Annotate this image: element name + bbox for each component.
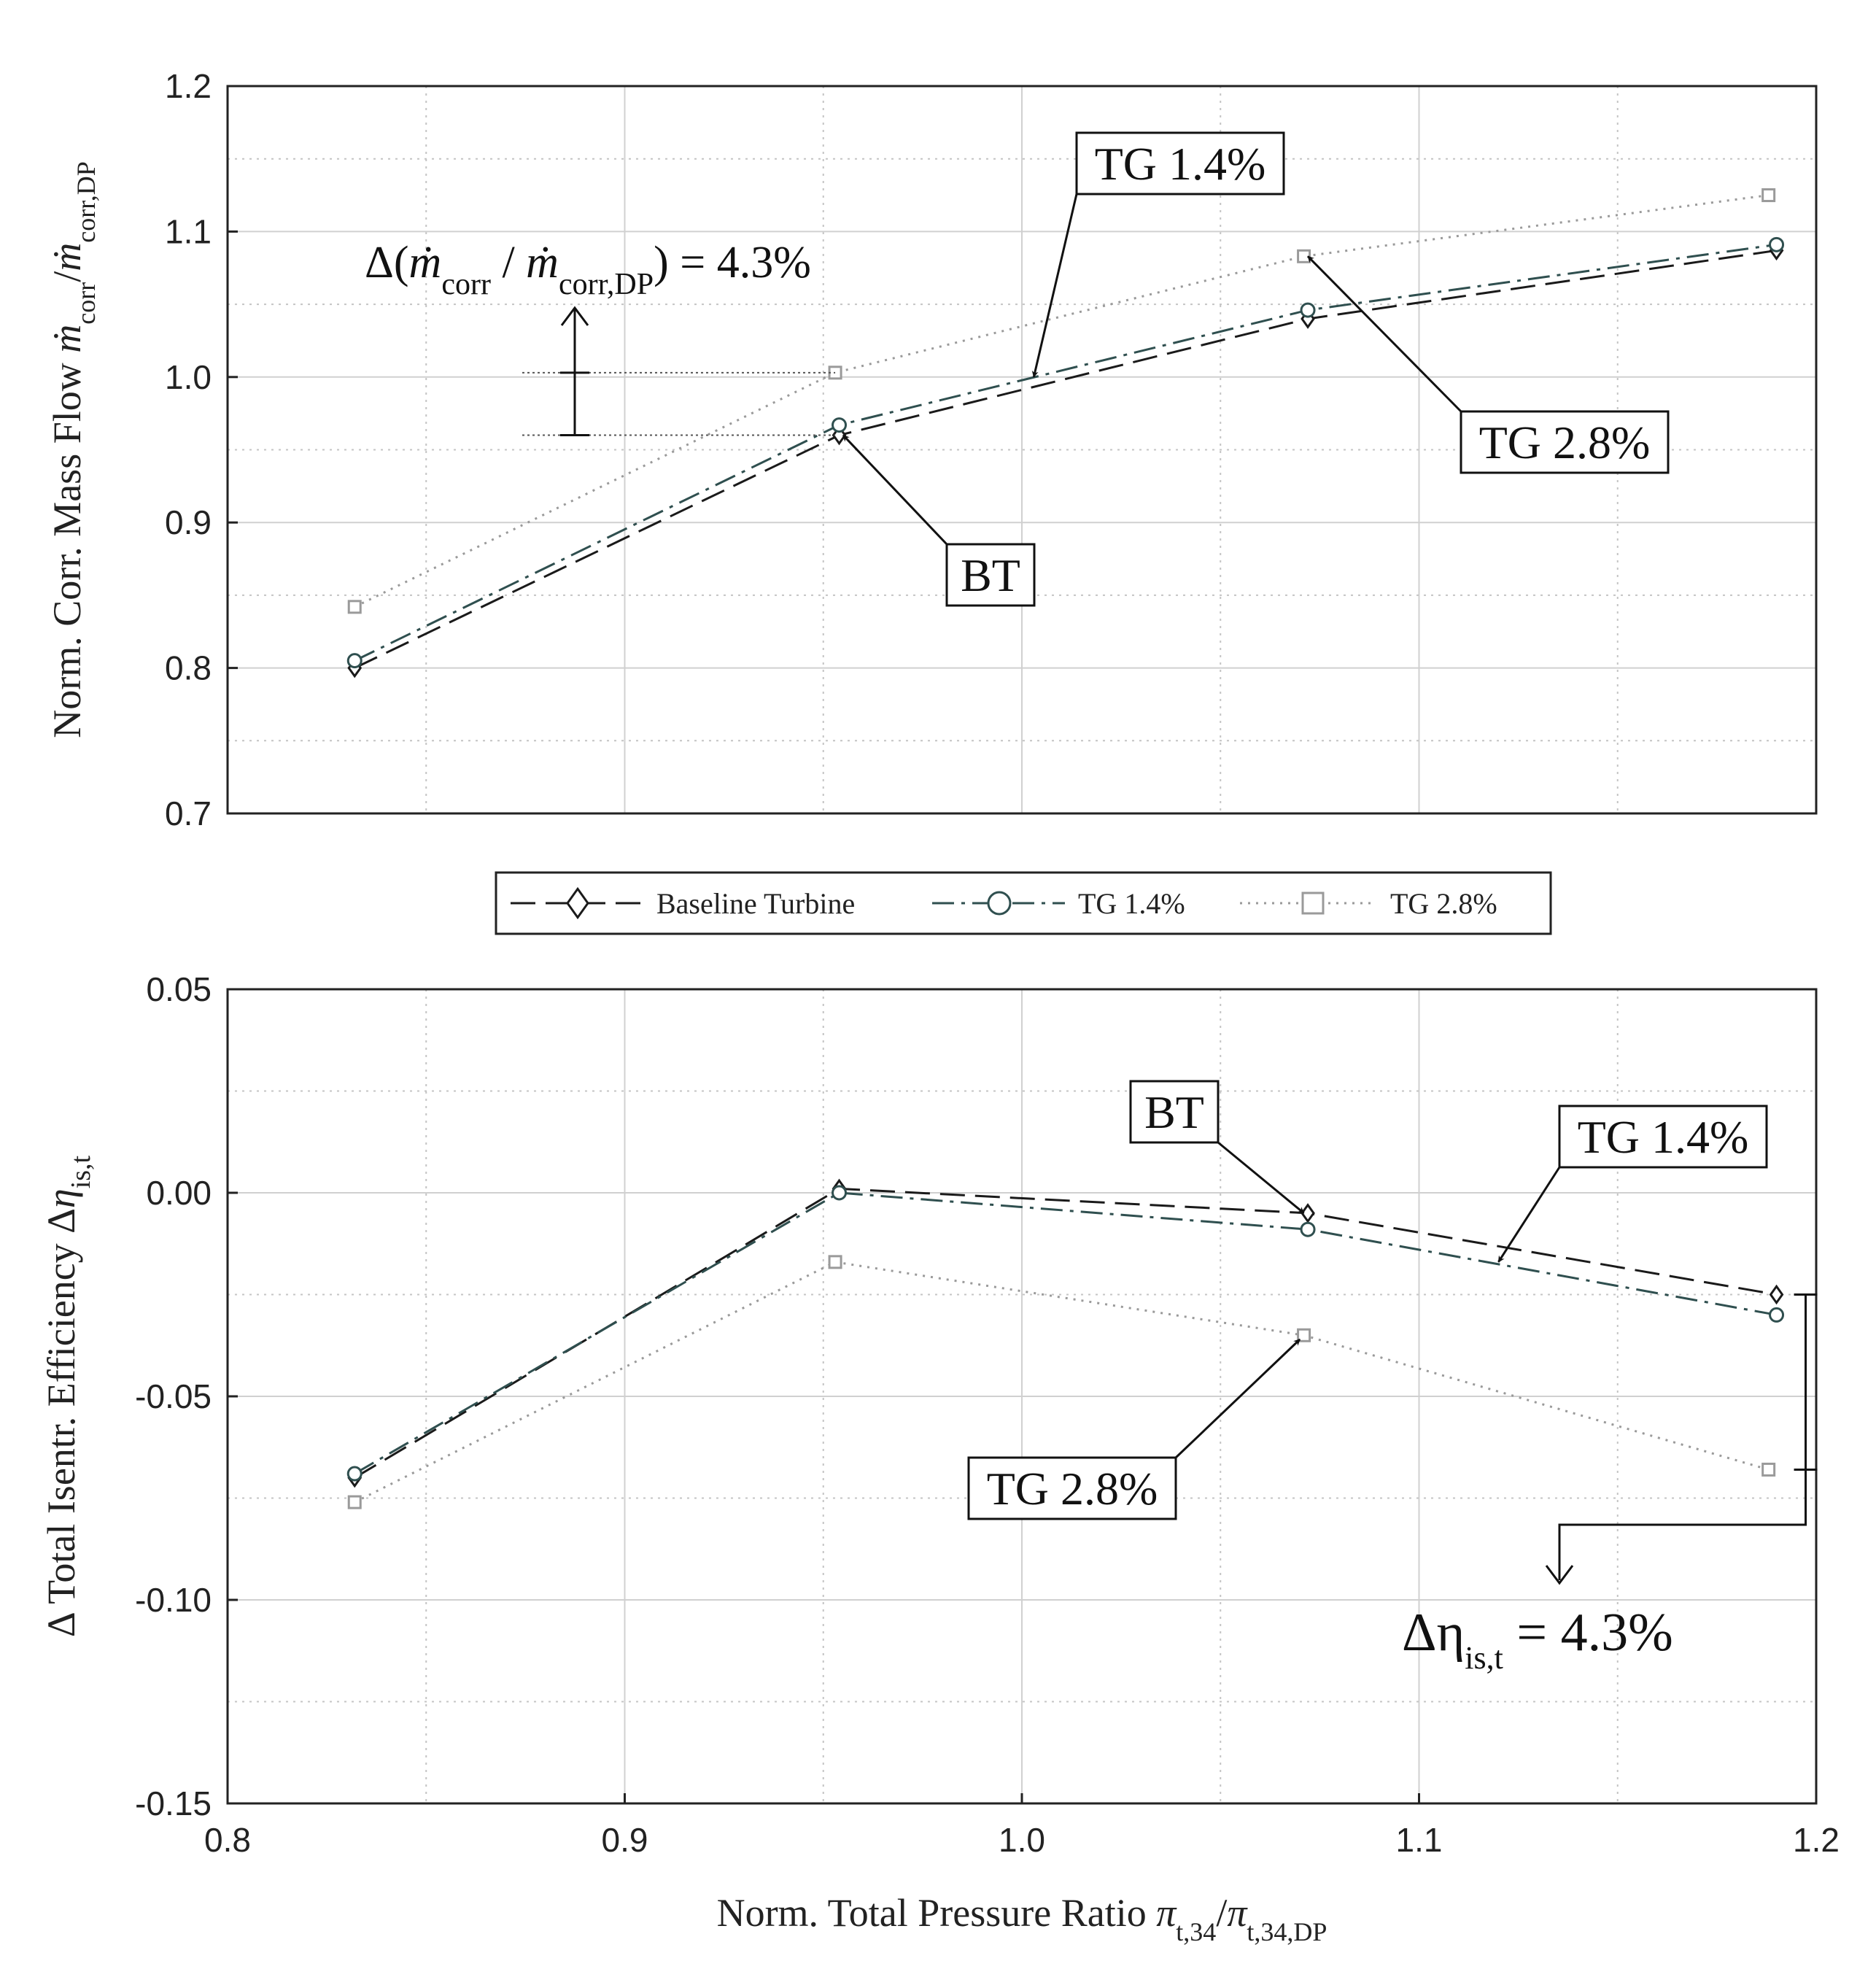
callout-tg14-top: TG 1.4% (1031, 131, 1285, 378)
callout-tg14-top-box (1075, 131, 1285, 196)
callout-bt-bottom-box (1129, 1080, 1220, 1144)
bottom-x-ticks: 0.8 0.9 1.0 1.1 1.2 (204, 1793, 1840, 1859)
top-point-tg14 (832, 417, 848, 433)
bot-point-tg28 (1761, 1462, 1776, 1477)
callout-tg28-bottom: TG 2.8% (967, 1338, 1301, 1520)
bot-point-tg14 (1300, 1221, 1316, 1237)
efficiency-delta-label: Δηis,t = 4.3% (1402, 1603, 1673, 1676)
mass-flow-delta-annotation: Δ(ṁcorr / ṁcorr,DP) = 4.3% (365, 238, 836, 437)
top-line-tg14 (354, 243, 1777, 662)
callout-bt-bottom-arrow (1217, 1141, 1305, 1215)
efficiency-chart: -0.15-0.10-0.050.000.05 0.8 0.9 1.0 1.1 1.2 … (39, 970, 1840, 1946)
callout-bt-top: BT (842, 434, 1036, 607)
top-point-tg14 (1769, 236, 1785, 252)
callout-tg28-top-box (1460, 410, 1670, 474)
legend-tg28-marker (1301, 891, 1325, 915)
bot-ytick-label: -0.10 (135, 1581, 212, 1619)
callout-tg14-top-label: TG 1.4% (1095, 138, 1266, 190)
top-ytick-label: 0.7 (165, 794, 212, 832)
legend-baseline-marker (566, 886, 589, 920)
top-point-baseline (832, 425, 847, 446)
callout-tg14-top-arrow (1031, 193, 1078, 378)
efficiency-delta-annotation: Δηis,t = 4.3% (1402, 1293, 1818, 1676)
efficiency-delta-arrowhead (1545, 1565, 1574, 1585)
callout-tg28-bottom-box (967, 1456, 1177, 1520)
callout-tg28-top-arrow (1306, 255, 1462, 413)
bot-point-tg28 (347, 1495, 362, 1509)
bot-ytick-label: -0.05 (135, 1377, 212, 1415)
legend-baseline-label: Baseline Turbine (656, 887, 855, 920)
bottom-y-axis-label: Δ Total Isentr. Efficiency Δηis,t (39, 1155, 96, 1637)
callout-tg28-bottom-label: TG 2.8% (987, 1463, 1158, 1515)
top-ytick-label: 1.1 (165, 212, 212, 250)
callout-tg14-bottom: TG 1.4% (1497, 1105, 1768, 1263)
callout-bt-bottom-label: BT (1144, 1086, 1204, 1138)
callout-tg28-top-label: TG 2.8% (1479, 417, 1651, 468)
legend-marker-tg28 (1301, 891, 1325, 915)
mass-flow-chart: 0.7 0.8 0.9 1.0 1.1 1.2 Norm. Corr. Mass Flow… (45, 67, 1818, 832)
bot-point-tg14 (1769, 1307, 1785, 1323)
top-ytick-label: 1.2 (165, 67, 212, 105)
mass-flow-delta-label: Δ(ṁcorr / ṁcorr,DP) = 4.3% (365, 238, 811, 301)
bot-ytick-label: -0.15 (135, 1784, 212, 1822)
legend-tg14-label: TG 1.4% (1078, 887, 1185, 920)
bottom-y-ticks: -0.15 -0.10 -0.05 0.00 0.05 (135, 970, 238, 1822)
bot-point-baseline (1769, 1284, 1784, 1305)
top-point-tg14 (346, 653, 363, 669)
x-tick-label: 1.1 (1396, 1821, 1443, 1859)
callout-bt-top-label: BT (961, 549, 1020, 601)
legend: Baseline Turbine TG 1.4% TG 2.8% (495, 871, 1552, 935)
bottom-series (346, 1178, 1785, 1509)
legend-entry-baseline: Baseline Turbine (511, 886, 855, 920)
bot-line-baseline (354, 1187, 1777, 1479)
legend-entry-tg14: TG 1.4% (932, 887, 1185, 920)
top-point-tg14 (1300, 302, 1316, 318)
top-ytick-label: 0.8 (165, 649, 212, 687)
x-tick-label: 0.8 (204, 1821, 251, 1859)
top-series (346, 188, 1785, 678)
x-tick-label: 1.0 (999, 1821, 1045, 1859)
delta-up-arrowhead (560, 306, 589, 326)
callout-tg14-bottom-label: TG 1.4% (1578, 1111, 1749, 1163)
bot-line-tg28 (354, 1261, 1770, 1504)
top-point-tg28 (347, 600, 362, 614)
callout-tg28-bottom-arrow (1174, 1338, 1301, 1459)
x-tick-label: 0.9 (602, 1821, 648, 1859)
bot-point-tg14 (346, 1466, 363, 1482)
bot-point-tg28 (1297, 1328, 1311, 1342)
bot-ytick-label: 0.05 (146, 970, 212, 1008)
top-point-tg28 (1761, 188, 1776, 203)
callout-tg28-top: TG 2.8% (1306, 255, 1670, 474)
top-y-axis-label: Norm. Corr. Mass Flow ṁcorr/ṁcorr,DP (45, 161, 101, 738)
top-y-ticks: 0.7 0.8 0.9 1.0 1.1 1.2 (165, 67, 238, 832)
top-line-tg28 (354, 194, 1769, 608)
top-plot-frame (226, 85, 1818, 815)
legend-tg28-label: TG 2.8% (1390, 887, 1497, 920)
bot-point-tg28 (828, 1255, 842, 1269)
callout-bt-top-arrow (842, 434, 948, 546)
x-tick-label: 1.2 (1793, 1821, 1840, 1859)
top-line-baseline (354, 249, 1777, 669)
top-ytick-label: 1.0 (165, 358, 212, 396)
legend-tg14-marker (987, 891, 1012, 916)
efficiency-delta-bracket (1558, 1293, 1818, 1580)
legend-marker-tg14 (987, 891, 1012, 916)
bot-point-tg14 (832, 1185, 848, 1201)
x-axis-label: Norm. Total Pressure Ratio πt,34/πt,34,D… (717, 1891, 1327, 1946)
bot-line-tg14 (354, 1191, 1777, 1475)
callout-bt-top-box (945, 543, 1036, 607)
callout-tg14-bottom-box (1558, 1105, 1768, 1169)
callout-tg14-bottom-arrow (1497, 1167, 1561, 1263)
callout-bt-bottom: BT (1129, 1080, 1305, 1215)
top-ytick-label: 0.9 (165, 503, 212, 541)
legend-marker-baseline (566, 886, 589, 920)
bot-ytick-label: 0.00 (146, 1174, 212, 1212)
legend-entry-tg28: TG 2.8% (1240, 887, 1497, 920)
